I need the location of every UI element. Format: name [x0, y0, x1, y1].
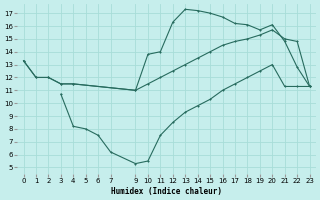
X-axis label: Humidex (Indice chaleur): Humidex (Indice chaleur)	[111, 187, 222, 196]
